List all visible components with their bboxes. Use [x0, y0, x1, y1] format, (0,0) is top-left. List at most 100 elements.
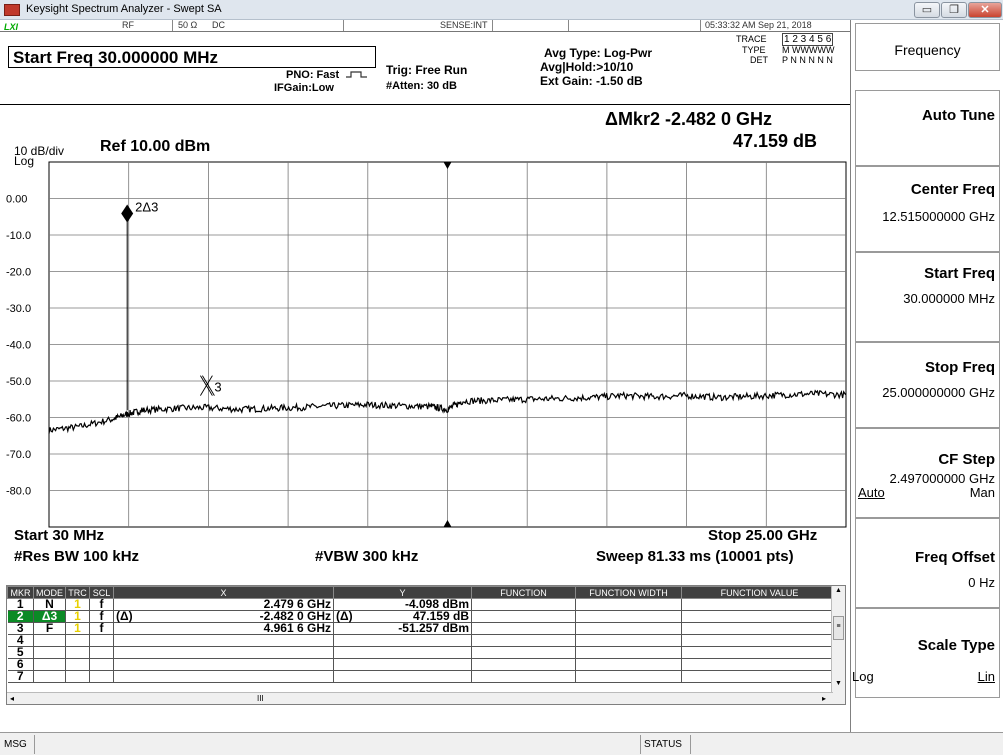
- stop-freq-button[interactable]: Stop Freq 25.000000000 GHz: [855, 342, 1000, 428]
- trigger-icon: [346, 71, 367, 78]
- table-row[interactable]: 2 Δ3 1 f (Δ) -2.482 0 GHz (Δ) 47.159 dB: [7, 609, 838, 623]
- marker-3-symbol[interactable]: [200, 375, 215, 396]
- horizontal-scrollbar[interactable]: ◂ III ▸: [7, 692, 833, 704]
- table-row[interactable]: 5: [7, 646, 838, 659]
- impedance-indicator: 50 Ω: [178, 20, 198, 30]
- maximize-button[interactable]: ❐: [941, 2, 967, 18]
- cell-x: (Δ) -2.482 0 GHz: [113, 609, 334, 623]
- table-row[interactable]: 4: [7, 634, 838, 647]
- ext-gain: Ext Gain: -1.50 dB: [540, 74, 643, 88]
- scroll-left-icon[interactable]: ◂: [10, 694, 15, 703]
- cell-function: [471, 622, 576, 635]
- divider: [343, 20, 344, 32]
- col-header: MODE: [33, 586, 66, 599]
- scale-per-div: 10 dB/div: [14, 144, 65, 158]
- freq-offset-button[interactable]: Freq Offset 0 Hz: [855, 518, 1000, 608]
- active-function-box[interactable]: Start Freq 30.000000 MHz: [8, 46, 376, 68]
- marker-3-label: 3: [214, 380, 221, 395]
- vertical-scrollbar[interactable]: ▲ ≡ ▼: [831, 586, 845, 704]
- divider: [690, 735, 691, 754]
- scale-lin-option[interactable]: Lin: [977, 669, 995, 684]
- cell-function: [681, 598, 838, 611]
- table-row[interactable]: 6: [7, 658, 838, 671]
- trigger-setting: Trig: Free Run: [386, 63, 468, 77]
- scroll-right-icon[interactable]: ▸: [822, 694, 827, 703]
- sweep-time: Sweep 81.33 ms (10001 pts): [596, 548, 794, 565]
- cf-step-value: 2.497000000 GHz: [889, 471, 995, 486]
- res-bw: #Res BW 100 kHz: [14, 548, 140, 565]
- scroll-down-icon[interactable]: ▼: [835, 680, 842, 687]
- close-button[interactable]: ✕: [968, 2, 1002, 18]
- marker-table[interactable]: MKR MODE TRC SCL X Y FUNCTION FUNCTION W…: [6, 585, 846, 705]
- cell-x-value: 2.479 6 GHz: [263, 597, 331, 611]
- spectrum-plot[interactable]: 0.00 -10.0 -20.0 -30.0 -40.0 -50.0 -60.0 -70.0 -…: [0, 130, 850, 570]
- cell-x-value: -2.482 0 GHz: [259, 609, 331, 623]
- divider: [700, 20, 701, 32]
- cell-function: [681, 634, 838, 647]
- y-tick-label: -40.0: [6, 340, 31, 352]
- trace-label: TRACE: [736, 34, 767, 44]
- cell-function: [575, 646, 682, 659]
- start-freq-label: Start Freq: [924, 265, 995, 282]
- cell-y: -51.257 dBm: [333, 622, 472, 635]
- table-row[interactable]: 3 F 1 f 4.961 6 GHz -51.257 dBm: [7, 621, 838, 635]
- cell-function: [681, 646, 838, 659]
- delta-marker-readout: ΔMkr2 -2.482 0 GHz: [605, 109, 773, 129]
- cell-x: 4.961 6 GHz: [113, 621, 334, 635]
- cell-y-value: 47.159 dB: [412, 609, 469, 623]
- window-title: Keysight Spectrum Analyzer - Swept SA: [26, 3, 222, 15]
- scale-log-option[interactable]: Log: [852, 669, 874, 684]
- freq-offset-value: 0 Hz: [968, 575, 995, 590]
- cell-function: [681, 610, 838, 623]
- scale-type-label: Log: [14, 154, 35, 168]
- rf-indicator: RF: [122, 20, 134, 30]
- plot-grid: [49, 162, 846, 527]
- cell-mode: F: [33, 622, 66, 635]
- cell-scl: [89, 670, 114, 683]
- cf-step-button[interactable]: CF Step 2.497000000 GHz Auto Man: [855, 428, 1000, 518]
- cell-scl: [89, 646, 114, 659]
- scroll-thumb[interactable]: ≡: [833, 616, 844, 640]
- trace-numbers: 1 2 3 4 5 6: [782, 33, 834, 46]
- scale-type-label: Scale Type: [917, 637, 995, 654]
- divider: [568, 20, 569, 32]
- minimize-button[interactable]: ▭: [914, 2, 940, 18]
- divider: [34, 735, 35, 754]
- avg-hold: Avg|Hold:>10/10: [540, 60, 634, 74]
- sense-indicator: SENSE:INT: [440, 20, 488, 30]
- scroll-grip[interactable]: III: [257, 694, 264, 703]
- window-titlebar: Keysight Spectrum Analyzer - Swept SA ▭ …: [0, 0, 1003, 20]
- divider: [0, 104, 850, 105]
- col-header: SCL: [89, 586, 114, 599]
- cell-y: [333, 646, 472, 659]
- y-tick-label: -80.0: [6, 486, 31, 498]
- markers: 2Δ3 3: [121, 199, 222, 411]
- cell-trc: [65, 670, 90, 683]
- cell-mode: [33, 634, 66, 647]
- cell-function: [471, 610, 576, 623]
- cf-step-auto-option[interactable]: Auto: [858, 485, 885, 500]
- cell-trc: [65, 646, 90, 659]
- cell-trc: 1: [65, 598, 90, 611]
- cell-x-value: 4.961 6 GHz: [263, 621, 331, 635]
- cell-mkr: 7: [7, 670, 34, 683]
- scale-type-button[interactable]: Scale Type Log Lin: [852, 608, 1000, 698]
- y-tick-label: -50.0: [6, 376, 31, 388]
- cf-step-man-option[interactable]: Man: [969, 485, 995, 500]
- info-header: [0, 20, 850, 130]
- table-row[interactable]: 1 N 1 f 2.479 6 GHz -4.098 dBm: [7, 597, 838, 611]
- cell-x: [113, 670, 334, 683]
- det-values: P N N N N N: [782, 55, 833, 65]
- auto-tune-button[interactable]: Auto Tune: [855, 90, 1000, 166]
- atten-setting: #Atten: 30 dB: [386, 80, 457, 92]
- msg-label: MSG: [4, 739, 27, 750]
- marker-2-diamond[interactable]: [121, 204, 134, 223]
- table-row[interactable]: 7: [7, 670, 838, 683]
- cell-x-delta: (Δ): [116, 609, 133, 623]
- center-freq-button[interactable]: Center Freq 12.515000000 GHz: [855, 166, 1000, 252]
- avg-type: Avg Type: Log-Pwr: [544, 46, 652, 60]
- scroll-up-icon[interactable]: ▲: [835, 587, 842, 594]
- cell-y-delta: (Δ): [336, 609, 353, 623]
- cell-mode: [33, 658, 66, 671]
- start-freq-button[interactable]: Start Freq 30.000000 MHz: [855, 252, 1000, 342]
